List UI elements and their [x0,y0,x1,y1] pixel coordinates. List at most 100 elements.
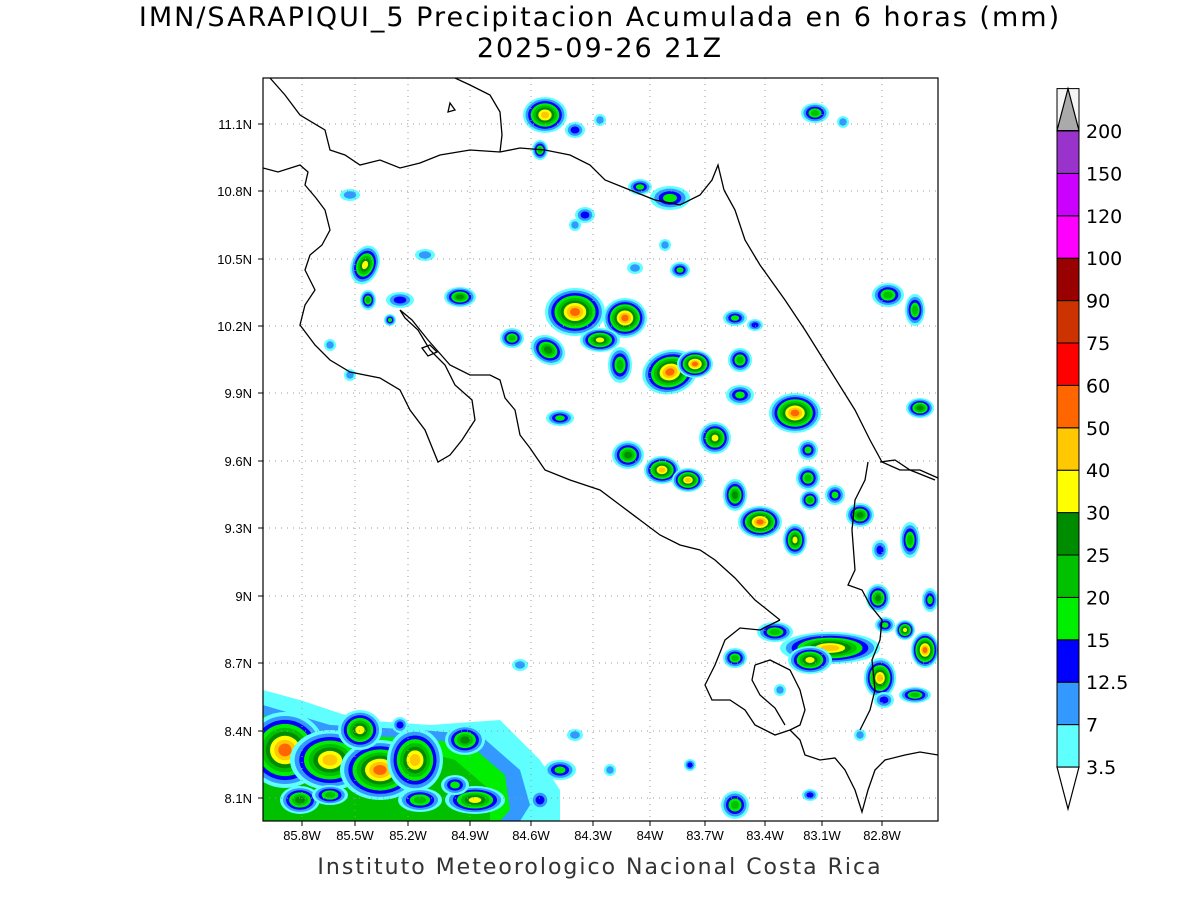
rain-cell [386,292,414,308]
rain-cell [728,348,752,372]
rain-cell [911,632,938,668]
legend-level-label: 12.5 [1086,672,1128,694]
legend-level-label: 25 [1086,545,1110,567]
lat-tick-label: 10.8N [217,184,252,199]
rain-cell [798,440,818,460]
lon-tick-label: 85.8W [283,828,321,843]
rain-cell [864,658,896,698]
lon-tick-label: 84.9W [451,828,489,843]
lon-tick-label: 82.8W [863,828,901,843]
rain-cell [387,728,443,792]
osa-gulf [751,659,806,731]
caribbean-coast [723,189,938,479]
legend-level-label: 40 [1086,460,1110,482]
legend-color-box [1056,639,1080,683]
rain-cell [612,441,644,469]
rain-cell [340,189,360,201]
map-title: IMN/SARAPIQUI_5 Precipitacion Acumulada … [138,2,1062,33]
rain-cell [721,791,749,819]
rain-cell [604,764,616,776]
rain-cell [500,328,524,348]
rain-cell [825,485,845,505]
rain-cell [575,207,595,223]
lon-tick-label: 84.3W [574,828,612,843]
legend-color-box [1056,215,1080,259]
rain-cell [726,385,754,405]
rain-cell [567,729,583,741]
nicaragua-border [499,147,725,206]
legend-color-box [1056,681,1080,726]
rain-cell [906,398,934,418]
legend-level-label: 75 [1086,333,1110,355]
rain-cell [900,522,920,558]
legend-level-label: 3.5 [1086,757,1116,779]
legend-color-box [1056,257,1080,302]
legend-level-label: 7 [1086,715,1098,737]
lon-tick-label: 83.7W [686,828,724,843]
rain-cell [723,310,747,326]
rain-cell [874,692,894,708]
lat-tick-label: 8.7N [225,656,252,671]
rain-cell [415,249,435,261]
lon-tick-label: 84.6W [512,828,550,843]
pacific-coast-north [263,164,781,621]
pacific-coast-south [704,619,938,815]
rain-cell [608,347,632,383]
rain-cell [544,760,576,780]
rain-cell [684,759,696,771]
legend-color-box [1056,384,1080,429]
rain-cell [659,239,671,251]
rain-cell [546,410,574,426]
rain-cell [565,122,585,138]
rain-cell [545,288,605,336]
plot-frame [262,77,939,822]
rain-cell [312,785,348,805]
nicoya-inner [420,344,439,357]
rain-cell [441,775,469,795]
lat-tick-label: 8.1N [225,791,252,806]
rain-cell [801,103,829,123]
rain-cell [796,466,820,490]
rain-cell [338,710,382,750]
legend-under-triangle [1056,766,1080,812]
precipitation-field [263,97,938,821]
legend-level-label: 15 [1086,630,1110,652]
rain-cell [872,540,888,560]
legend-over-triangle [1056,86,1080,132]
rain-cell [398,788,442,812]
rain-cell [350,245,380,285]
lat-tick-label: 9.3N [225,521,252,536]
rain-cell [846,503,874,527]
legend-color-box [1056,130,1080,174]
lon-tick-label: 84W [637,828,664,843]
rain-cell [699,422,731,454]
lon-tick-label: 83.1W [803,828,841,843]
rain-cell [530,334,566,366]
lake-nicaragua-shore [269,78,501,169]
rain-cell [783,524,807,556]
legend-color-box [1056,512,1080,556]
rain-cell [723,648,747,668]
rain-cell [872,283,904,307]
rain-cell [392,717,408,733]
colorbar-legend: 3.5 7 12.5 15 20 25 30 40 50 60 75 90 100 120 150 200 [1056,86,1128,812]
rain-cell [895,620,915,640]
rain-cell [444,287,476,307]
rain-cell [802,789,818,801]
lon-tick-label: 83.4W [746,828,784,843]
rain-cell [280,786,320,814]
lat-tick-label: 10.2N [217,319,252,334]
lat-tick-label: 8.4N [225,724,252,739]
legend-level-label: 150 [1086,163,1122,185]
rain-cell [594,114,606,126]
rain-cell [837,116,849,128]
latitude-labels: 11.1N 10.8N 10.5N 10.2N 9.9N 9.6N 9.3N 9N 8.7N 8.… [217,117,252,806]
legend-level-label: 100 [1086,248,1122,270]
legend-level-label: 90 [1086,291,1110,313]
lon-tick-label: 85.5W [336,828,374,843]
rain-cell [677,350,713,378]
rain-cell [899,687,931,703]
rain-cell [627,262,643,274]
legend-level-label: 60 [1086,375,1110,397]
